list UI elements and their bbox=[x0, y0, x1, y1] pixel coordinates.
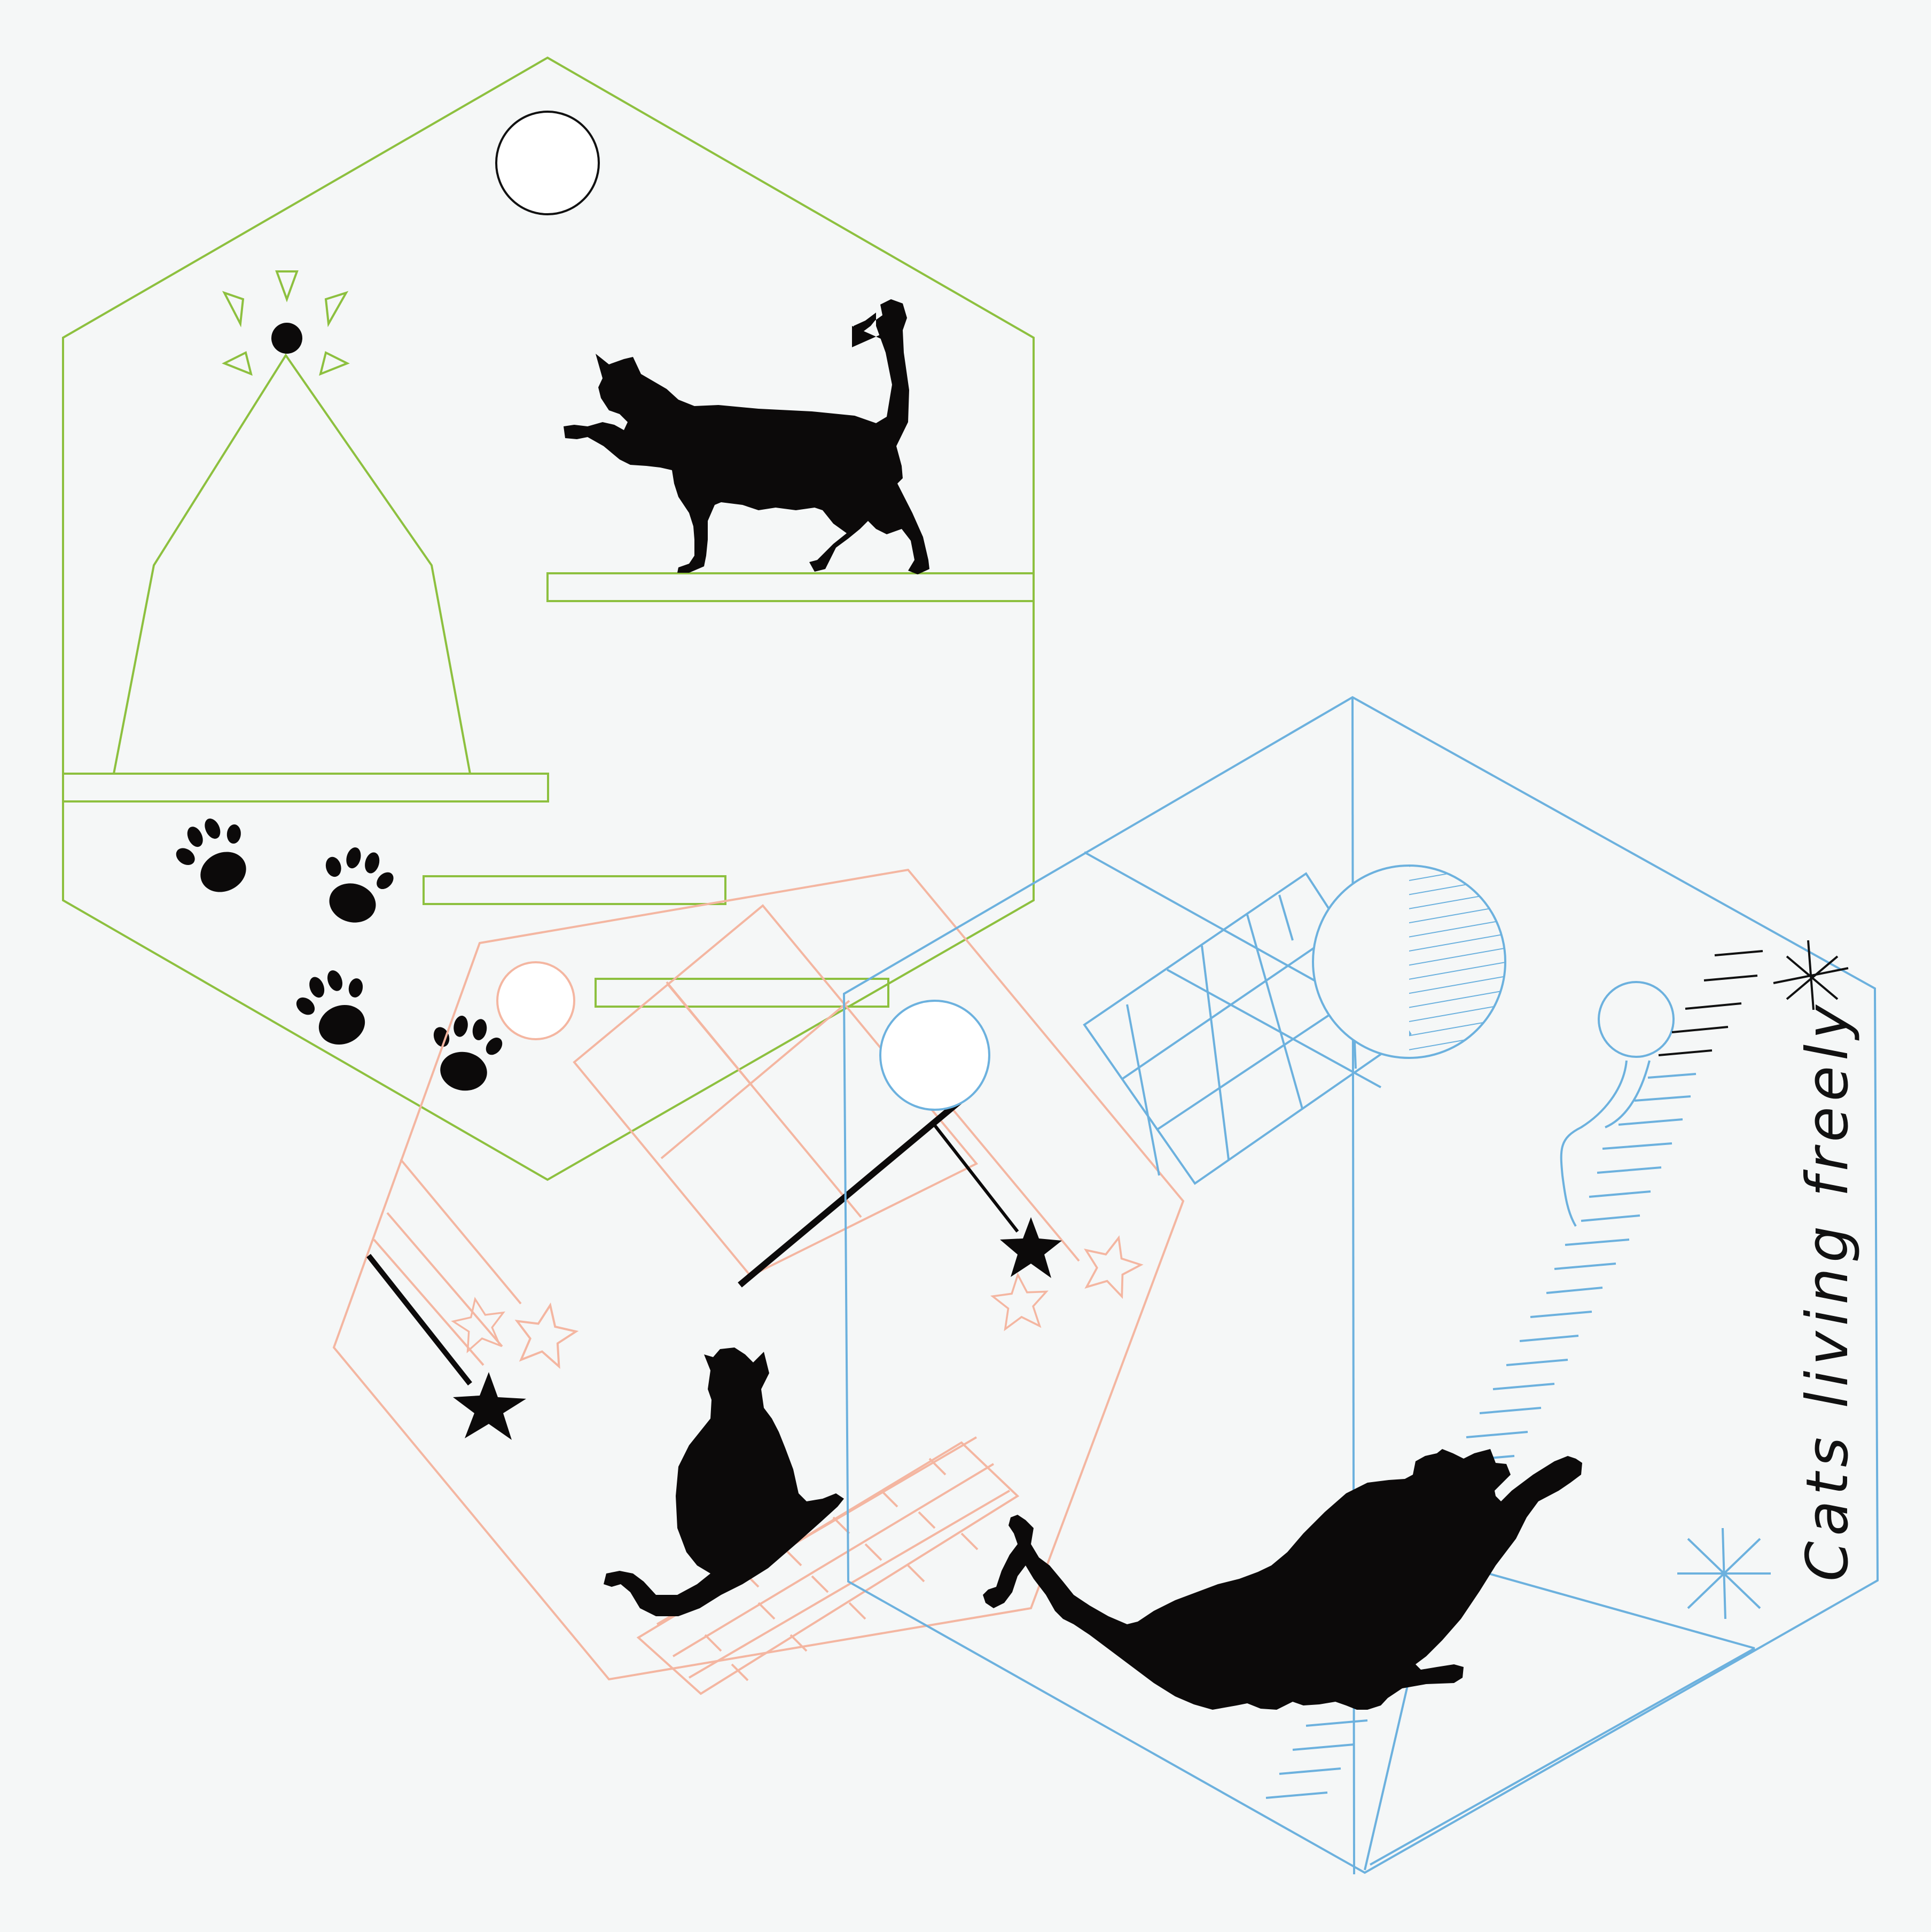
brick-lines bbox=[656, 1436, 1011, 1681]
pink-window bbox=[573, 904, 979, 1277]
sparkle-icon bbox=[1773, 940, 1849, 1010]
sparkle-icon bbox=[1677, 1528, 1771, 1619]
pink-moon bbox=[496, 961, 575, 1040]
wand-toy-right bbox=[738, 1087, 1062, 1288]
hanging-ball-toy bbox=[271, 323, 302, 354]
green-hexagon-room bbox=[62, 56, 1035, 1181]
cat-silhouette-icon bbox=[564, 299, 929, 574]
blue-small-moon bbox=[1598, 981, 1675, 1058]
yarn-ball-icon bbox=[1312, 864, 1506, 1059]
star-toy-icon bbox=[1000, 1217, 1062, 1278]
cat-silhouette-icon bbox=[983, 1449, 1582, 1710]
tagline-text: Cats living freely bbox=[1794, 1000, 1861, 1582]
cat-silhouette-icon bbox=[604, 1347, 844, 1616]
moon-window bbox=[495, 111, 600, 215]
star-toy-icon bbox=[453, 1372, 526, 1440]
black-speed-lines bbox=[1658, 950, 1763, 1056]
pink-hexagon-room bbox=[332, 868, 1185, 1695]
brick-wall bbox=[636, 1441, 1020, 1695]
cat-tree-tent bbox=[113, 353, 471, 774]
lower-left-shelf bbox=[62, 773, 549, 803]
tail-bow bbox=[852, 326, 876, 347]
small-shelf bbox=[595, 978, 889, 1008]
sparkle-icon bbox=[222, 270, 350, 376]
blue-moon bbox=[879, 1000, 990, 1111]
upper-right-shelf bbox=[546, 572, 1035, 602]
middle-shelf bbox=[423, 875, 726, 905]
perch-pole bbox=[1560, 1060, 1628, 1227]
wand-toy-left bbox=[366, 1253, 526, 1440]
